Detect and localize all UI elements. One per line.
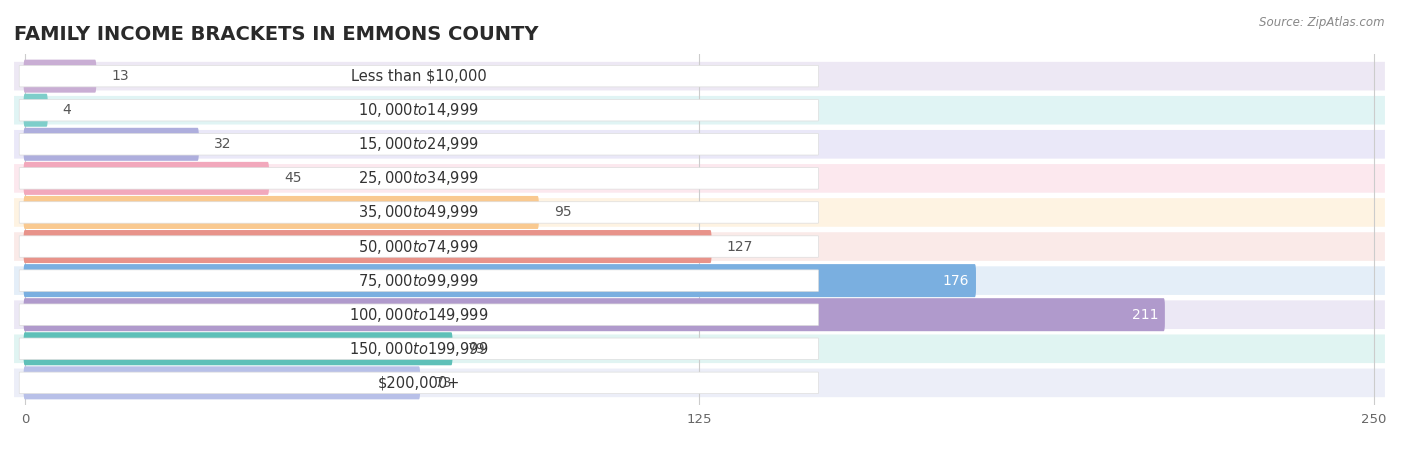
FancyBboxPatch shape xyxy=(14,334,1385,363)
FancyBboxPatch shape xyxy=(24,230,711,263)
Text: FAMILY INCOME BRACKETS IN EMMONS COUNTY: FAMILY INCOME BRACKETS IN EMMONS COUNTY xyxy=(14,25,538,44)
Text: Source: ZipAtlas.com: Source: ZipAtlas.com xyxy=(1260,16,1385,29)
FancyBboxPatch shape xyxy=(24,366,420,399)
Text: 95: 95 xyxy=(554,206,571,220)
FancyBboxPatch shape xyxy=(24,162,269,195)
Text: 13: 13 xyxy=(111,69,129,83)
Text: $100,000 to $149,999: $100,000 to $149,999 xyxy=(349,306,488,324)
FancyBboxPatch shape xyxy=(14,130,1385,158)
Text: $35,000 to $49,999: $35,000 to $49,999 xyxy=(359,203,479,221)
FancyBboxPatch shape xyxy=(20,65,818,87)
FancyBboxPatch shape xyxy=(14,96,1385,125)
FancyBboxPatch shape xyxy=(20,372,818,394)
FancyBboxPatch shape xyxy=(24,128,198,161)
Text: $25,000 to $34,999: $25,000 to $34,999 xyxy=(359,169,479,187)
FancyBboxPatch shape xyxy=(20,99,818,121)
FancyBboxPatch shape xyxy=(20,202,818,223)
FancyBboxPatch shape xyxy=(14,301,1385,329)
Text: 211: 211 xyxy=(1132,308,1159,322)
FancyBboxPatch shape xyxy=(14,198,1385,227)
FancyBboxPatch shape xyxy=(14,164,1385,193)
FancyBboxPatch shape xyxy=(20,338,818,360)
FancyBboxPatch shape xyxy=(20,134,818,155)
Text: $150,000 to $199,999: $150,000 to $199,999 xyxy=(349,340,488,358)
FancyBboxPatch shape xyxy=(24,196,538,229)
FancyBboxPatch shape xyxy=(14,266,1385,295)
Text: 79: 79 xyxy=(467,342,485,356)
FancyBboxPatch shape xyxy=(20,304,818,325)
FancyBboxPatch shape xyxy=(24,264,976,297)
Text: 45: 45 xyxy=(284,171,301,185)
FancyBboxPatch shape xyxy=(20,270,818,291)
Text: 176: 176 xyxy=(943,274,969,288)
Text: 32: 32 xyxy=(214,137,231,151)
FancyBboxPatch shape xyxy=(14,232,1385,261)
FancyBboxPatch shape xyxy=(20,168,818,189)
Text: $200,000+: $200,000+ xyxy=(378,375,460,390)
FancyBboxPatch shape xyxy=(24,332,453,365)
Text: $15,000 to $24,999: $15,000 to $24,999 xyxy=(359,135,479,153)
FancyBboxPatch shape xyxy=(24,60,96,93)
Text: $10,000 to $14,999: $10,000 to $14,999 xyxy=(359,101,479,119)
FancyBboxPatch shape xyxy=(24,298,1164,331)
Text: $50,000 to $74,999: $50,000 to $74,999 xyxy=(359,238,479,256)
Text: 73: 73 xyxy=(434,376,453,390)
FancyBboxPatch shape xyxy=(24,94,48,127)
Text: 4: 4 xyxy=(63,103,72,117)
FancyBboxPatch shape xyxy=(14,369,1385,397)
Text: $75,000 to $99,999: $75,000 to $99,999 xyxy=(359,272,479,290)
Text: 127: 127 xyxy=(727,239,752,253)
FancyBboxPatch shape xyxy=(14,62,1385,90)
Text: Less than $10,000: Less than $10,000 xyxy=(352,69,486,84)
FancyBboxPatch shape xyxy=(20,236,818,257)
